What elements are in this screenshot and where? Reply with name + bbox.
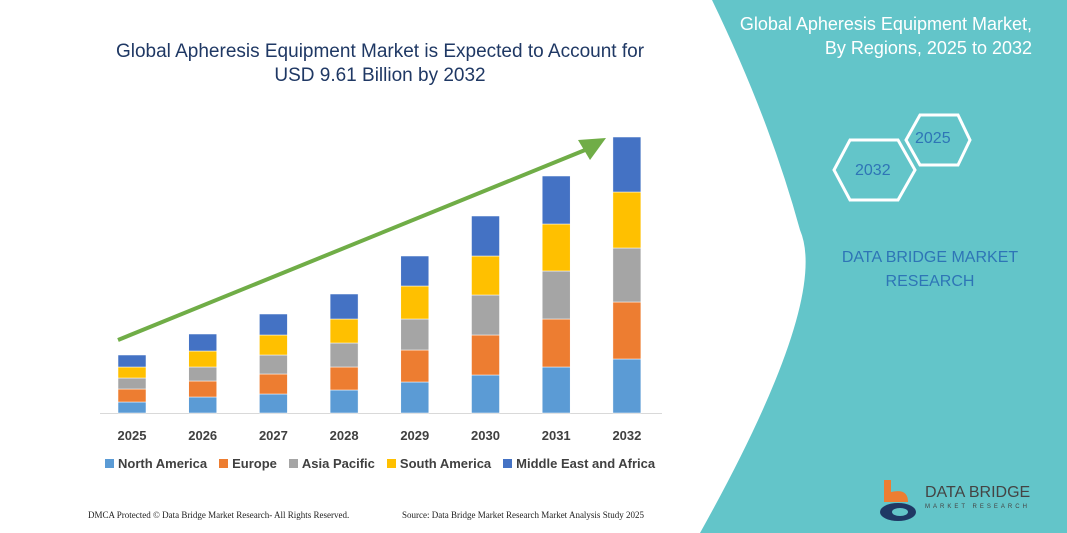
bar-2028-asia-pacific: [329, 342, 359, 368]
x-tick-label: 2032: [612, 428, 641, 443]
bar-2028-south-america: [329, 318, 359, 344]
legend-item: Asia Pacific: [288, 456, 375, 471]
bar-2030-asia-pacific: [471, 294, 500, 336]
legend-swatch: [386, 459, 396, 468]
bar-2028-north-america: [329, 389, 359, 414]
panel-title-line2: By Regions, 2025 to 2032: [824, 38, 1032, 58]
bar-2025-north-america: [117, 401, 147, 414]
bar-2031-south-america: [541, 223, 571, 272]
bar-2027-south-america: [259, 334, 288, 356]
legend-label: Middle East and Africa: [516, 456, 656, 471]
trend-arrow: [117, 146, 591, 342]
x-tick-label: 2027: [259, 428, 288, 443]
bar-2027-asia-pacific: [259, 354, 288, 375]
bar-2028-middle-east-and-africa: [329, 293, 359, 320]
bar-2025-europe: [117, 388, 147, 403]
bar-2032-south-america: [612, 191, 642, 249]
panel-title: Global Apheresis Equipment Market, By Reg…: [692, 12, 1032, 60]
bar-2032-north-america: [612, 358, 642, 414]
hex-label-2032: 2032: [855, 162, 891, 179]
x-tick-label: 2025: [118, 428, 147, 443]
legend: North America Europe Asia Pacific South Ame…: [105, 456, 655, 471]
teal-panel: [700, 0, 1067, 533]
x-tick-label: 2030: [471, 428, 500, 443]
bar-2027-north-america: [259, 393, 288, 414]
bar-2029-north-america: [400, 381, 430, 414]
legend-label: North America: [118, 456, 208, 471]
x-tick-label: 2026: [188, 428, 217, 443]
bar-2025-middle-east-and-africa: [117, 354, 147, 368]
bar-2032-asia-pacific: [612, 247, 642, 303]
bar-2027-europe: [259, 373, 288, 395]
brand-text: DATA BRIDGE MARKET RESEARCH: [830, 246, 1030, 294]
bar-2029-south-america: [400, 285, 430, 320]
bar-2031-north-america: [541, 366, 571, 414]
bar-2027-middle-east-and-africa: [259, 313, 288, 336]
bar-2032-europe: [612, 301, 642, 360]
brand-line2: RESEARCH: [885, 273, 975, 290]
footer-copyright: DMCA Protected © Data Bridge Market Rese…: [88, 510, 350, 520]
panel-title-line1: Global Apheresis Equipment Market,: [739, 14, 1032, 34]
bar-2026-europe: [188, 380, 217, 398]
bar-2025-south-america: [117, 366, 147, 379]
bar-2029-asia-pacific: [400, 318, 430, 351]
bar-2031-asia-pacific: [541, 270, 571, 320]
chart-title: Global Apheresis Equipment Market is Exp…: [115, 41, 645, 86]
footer-source: Source: Data Bridge Market Research Mark…: [402, 510, 644, 520]
brand-line1: DATA BRIDGE MARKET: [841, 249, 1019, 266]
hex-label-2025: 2025: [915, 130, 951, 147]
legend-swatch: [288, 459, 298, 468]
trend-arrow-head: [578, 138, 606, 160]
legend-label: South America: [399, 456, 492, 471]
bar-2026-south-america: [188, 350, 217, 368]
bar-2029-middle-east-and-africa: [400, 255, 430, 287]
legend-label: Europe: [232, 456, 277, 471]
x-tick-label: 2028: [330, 428, 359, 443]
bar-2026-asia-pacific: [188, 366, 217, 382]
legend-label: Asia Pacific: [301, 456, 375, 471]
legend-item: North America: [105, 456, 207, 471]
legend-item: Europe: [219, 456, 277, 471]
bar-2026-north-america: [188, 396, 217, 414]
bar-2026-middle-east-and-africa: [188, 333, 217, 352]
hex-2025: [904, 113, 972, 167]
bar-2030-middle-east-and-africa: [471, 215, 500, 257]
logo-icon: [880, 480, 916, 521]
bar-2030-south-america: [471, 255, 500, 296]
legend-swatch: [105, 459, 114, 468]
bar-2032-middle-east-and-africa: [612, 136, 642, 193]
hex-2032: [832, 138, 917, 202]
legend-swatch: [503, 459, 513, 468]
bar-2031-europe: [541, 318, 571, 368]
x-tick-label: 2029: [400, 428, 429, 443]
bar-2028-europe: [329, 366, 359, 391]
logo-text: DATA BRIDGE: [925, 484, 1031, 501]
bar-2030-europe: [471, 334, 500, 376]
legend-item: South America: [386, 456, 492, 471]
logo-subtext: MARKET RESEARCH: [925, 504, 1030, 510]
bar-2031-middle-east-and-africa: [541, 175, 571, 225]
bar-2029-europe: [400, 349, 430, 383]
legend-item: Middle East and Africa: [503, 456, 655, 471]
x-tick-label: 2031: [542, 428, 571, 443]
bar-2030-north-america: [471, 374, 500, 414]
bar-2025-asia-pacific: [117, 377, 147, 390]
legend-swatch: [219, 459, 229, 468]
